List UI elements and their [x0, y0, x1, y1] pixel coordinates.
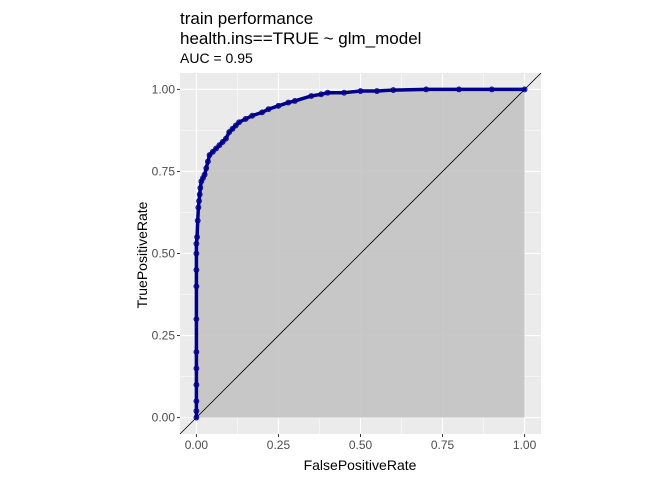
roc-point [194, 234, 200, 240]
roc-point [195, 204, 202, 211]
roc-point [193, 283, 200, 290]
x-tick-label: 1.00 [513, 438, 537, 452]
roc-point [197, 184, 204, 191]
y-tick-label: 1.00 [152, 82, 176, 96]
roc-point [196, 191, 203, 198]
y-tick-label: 0.50 [152, 247, 176, 261]
roc-point [193, 250, 200, 257]
roc-point [488, 86, 495, 93]
x-tick-label: 0.50 [349, 438, 373, 452]
roc-point [201, 171, 208, 178]
roc-point [236, 119, 242, 126]
roc-point [357, 88, 364, 94]
roc-point [194, 217, 201, 224]
roc-point [193, 414, 200, 421]
x-tick-label: 0.00 [185, 438, 209, 452]
x-tick-label: 0.75 [431, 438, 455, 452]
roc-point [285, 99, 292, 106]
roc-point [193, 365, 200, 372]
roc-point [456, 86, 462, 93]
x-axis-label: FalsePositiveRate [304, 457, 417, 473]
y-tick-label: 0.25 [152, 329, 176, 343]
roc-point [249, 112, 256, 119]
y-tick-label: 0.00 [152, 411, 176, 425]
roc-point [324, 89, 331, 96]
roc-point [390, 87, 397, 93]
roc-point [423, 86, 430, 93]
x-tick-label: 0.25 [267, 438, 291, 452]
roc-point [193, 398, 200, 405]
roc-point [259, 109, 265, 116]
roc-point [196, 198, 202, 204]
roc-point [242, 116, 249, 122]
roc-point [204, 158, 211, 165]
roc-point [374, 88, 380, 94]
roc-point [193, 408, 200, 414]
roc-point [193, 349, 200, 355]
roc-points [193, 86, 528, 421]
roc-point [203, 165, 210, 172]
x-axis-ticks: 0.00 0.25 0.50 0.75 1.00 [185, 434, 537, 452]
roc-point [193, 316, 200, 323]
y-tick-label: 0.75 [152, 164, 176, 178]
chart-title-line-1: train performance [180, 9, 313, 28]
y-axis-label: TruePositiveRate [134, 201, 150, 308]
y-axis-ticks: 0.00 0.25 0.50 0.75 1.00 [152, 82, 180, 425]
reference-line-layer [179, 72, 542, 435]
roc-point [265, 106, 272, 112]
roc-point [291, 97, 298, 104]
chart-subtitle: AUC = 0.95 [180, 50, 253, 66]
roc-point [341, 89, 347, 96]
roc-point [275, 102, 282, 109]
chart-title-line-2: health.ins==TRUE ~ glm_model [180, 29, 421, 48]
roc-point [193, 381, 200, 388]
roc-point [308, 93, 315, 99]
roc-point [223, 135, 229, 142]
roc-point [193, 267, 200, 273]
reference-diagonal-line [179, 72, 542, 435]
roc-point [521, 86, 528, 93]
roc-point [318, 91, 325, 98]
roc-point [193, 240, 200, 247]
